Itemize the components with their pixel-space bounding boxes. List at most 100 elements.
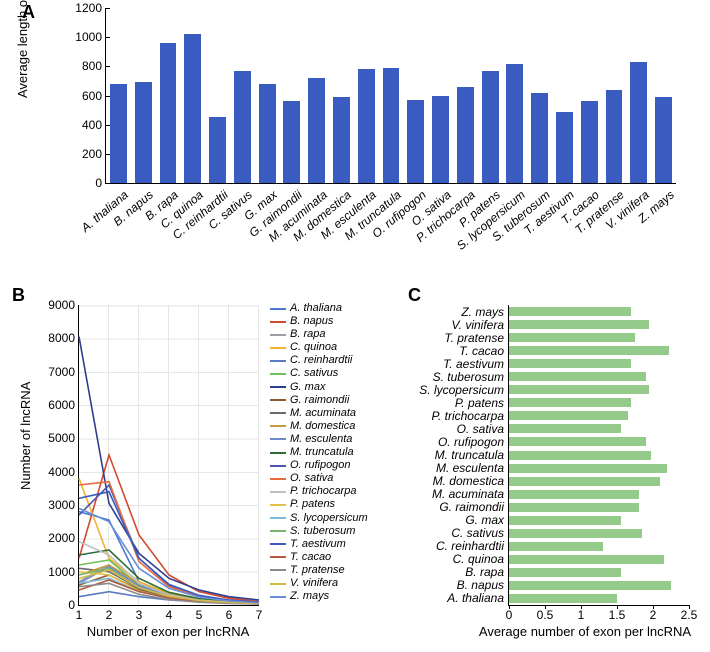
multi-panel-figure: A B C Average length of lncRNA A. thalia… (0, 0, 710, 652)
legend-label: T. cacao (290, 551, 331, 564)
legend-item: G. raimondii (270, 394, 415, 407)
legend-label: G. max (290, 381, 325, 394)
hbar-row (509, 307, 631, 317)
panel-c-ytick: S. lycopersicum (419, 383, 509, 397)
legend-swatch (270, 373, 286, 375)
bar (531, 93, 548, 183)
legend-item: M. acuminata (270, 407, 415, 420)
legend-swatch (270, 386, 286, 388)
legend-swatch (270, 360, 286, 362)
panel-c-xtick-mark (689, 605, 690, 609)
hbar (509, 503, 639, 512)
legend-swatch (270, 583, 286, 585)
legend-item: O. rufipogon (270, 459, 415, 472)
hbar-row (509, 541, 603, 551)
legend-item: B. rapa (270, 328, 415, 341)
panel-c-ytick: V. vinifera (452, 318, 509, 332)
hbar (509, 424, 621, 433)
legend-item: P. patens (270, 498, 415, 511)
hbar (509, 346, 669, 355)
panel-c-xtick-mark (509, 605, 510, 609)
legend-label: S. tuberosum (290, 525, 355, 538)
bar (407, 100, 424, 183)
panel-a-ytick: 400 (72, 118, 106, 132)
panel-c-ytick: C. reinhardtii (436, 539, 509, 553)
hbar (509, 372, 646, 381)
hbar-row (509, 463, 667, 473)
legend-item: P. trichocarpa (270, 485, 415, 498)
panel-b-ytick: 4000 (39, 465, 79, 479)
hbar (509, 529, 642, 538)
bar-slot: P. patens (478, 8, 503, 183)
legend-swatch (270, 465, 286, 467)
hbar (509, 451, 651, 460)
bar-slot: T. aestivum (552, 8, 577, 183)
bar-slot: V. vinifera (626, 8, 651, 183)
hbar-row (509, 476, 660, 486)
bar-slot: S. tuberosum (527, 8, 552, 183)
legend-item: T. pratense (270, 564, 415, 577)
legend-label: P. trichocarpa (290, 485, 356, 498)
hbar (509, 307, 631, 316)
panel-a-bar-chart: Average length of lncRNA A. thalianaB. n… (35, 8, 695, 268)
panel-b-xtick: 6 (226, 605, 233, 622)
hbar-row (509, 580, 671, 590)
legend-swatch (270, 596, 286, 598)
legend-item: C. reinhardtii (270, 354, 415, 367)
hbar (509, 581, 671, 590)
panel-c-ytick: M. esculenta (436, 461, 509, 475)
bar (209, 117, 226, 183)
hbar-row (509, 554, 664, 564)
panel-b-xtick: 1 (76, 605, 83, 622)
legend-swatch (270, 438, 286, 440)
legend-item: G. max (270, 381, 415, 394)
panel-b-xtick: 3 (136, 605, 143, 622)
panel-c-ytick: C. quinoa (453, 552, 509, 566)
legend-item: C. quinoa (270, 341, 415, 354)
bar-slot: C. sativus (230, 8, 255, 183)
legend-label: O. sativa (290, 472, 333, 485)
bar-slot: C. reinhardtii (205, 8, 230, 183)
legend-label: T. aestivum (290, 538, 346, 551)
panel-c-ytick: T. aestivum (443, 357, 509, 371)
legend-item: M. esculenta (270, 433, 415, 446)
legend-swatch (270, 504, 286, 506)
bar (655, 97, 672, 183)
panel-a-ytick: 800 (72, 59, 106, 73)
panel-c-plot-area: Z. maysV. viniferaT. pratenseT. cacaoT. … (508, 305, 689, 606)
legend-label: Z. mays (290, 590, 329, 603)
bar (581, 101, 598, 183)
bar (333, 97, 350, 183)
legend-swatch (270, 491, 286, 493)
hbar-row (509, 320, 649, 330)
legend-label: B. rapa (290, 328, 325, 341)
hbar (509, 490, 639, 499)
hbar (509, 359, 631, 368)
series-line (79, 455, 259, 602)
bar (234, 71, 251, 183)
legend-label: C. sativus (290, 367, 338, 380)
panel-b-legend: A. thalianaB. napusB. rapaC. quinoaC. re… (270, 302, 415, 603)
hbar-row (509, 450, 651, 460)
panel-c-ytick: S. tuberosum (433, 370, 509, 384)
bar (506, 64, 523, 183)
hbar-row (509, 567, 621, 577)
legend-label: G. raimondii (290, 394, 349, 407)
hbar (509, 568, 621, 577)
bar (283, 101, 300, 183)
bar (135, 82, 152, 183)
legend-item: S. lycopersicum (270, 512, 415, 525)
legend-item: A. thaliana (270, 302, 415, 315)
bar-slot: T. cacao (577, 8, 602, 183)
bar (606, 90, 623, 183)
panel-b-ytick: 1000 (39, 565, 79, 579)
panel-c-ytick: O. sativa (457, 422, 509, 436)
panel-b-plot-area: 0100020003000400050006000700080009000123… (78, 305, 259, 606)
legend-swatch (270, 556, 286, 558)
legend-label: O. rufipogon (290, 459, 351, 472)
legend-swatch (270, 321, 286, 323)
bar (383, 68, 400, 183)
bar-slot: G. max (255, 8, 280, 183)
legend-swatch (270, 517, 286, 519)
legend-label: V. vinifera (290, 577, 338, 590)
